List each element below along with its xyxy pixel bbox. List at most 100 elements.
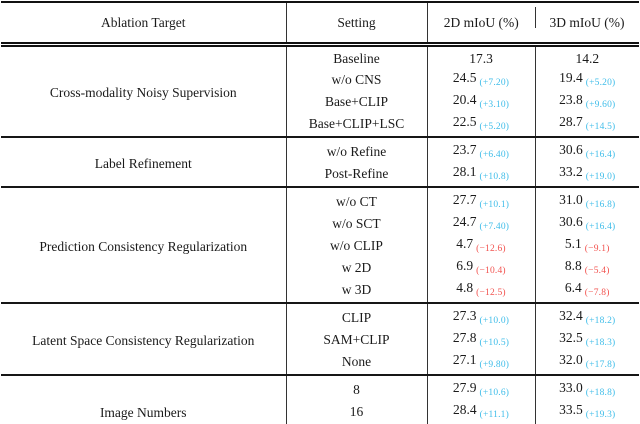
miou-2d-value: 24.7 [452, 214, 477, 229]
miou-2d-value: 28.4 [453, 402, 477, 417]
table-row: SAM+CLIP 27.8 (+10.5) 32.5 (+18.3) [1, 328, 639, 350]
miou-3d-cell: 32.5 (+18.3) [534, 328, 639, 350]
miou-3d-cell: 19.4 (+5.20) [534, 68, 639, 90]
table-row: Base+CLIP 20.4 (+3.10) 23.8 (+9.60) [1, 90, 639, 112]
miou-3d-cell: 14.2 [534, 44, 639, 68]
miou-3d-value: 5.1 [564, 236, 582, 251]
table-row: Prediction Consistency Regularization w/o… [1, 187, 639, 254]
miou-3d-cell: 30.6 (+16.4) [534, 137, 639, 162]
miou-2d-value: 23.7 [452, 142, 477, 157]
ablation-target-cell: Label Refinement [94, 155, 192, 171]
miou-3d-value: 23.8 [559, 92, 583, 107]
miou-2d-cell: 28.4 (+11.1) [426, 400, 535, 422]
miou-3d-cell: 5.1 (−9.1) [534, 234, 639, 256]
miou-3d-cell: 28.7 (+14.5) [534, 112, 639, 137]
miou-2d-delta: (+11.1) [479, 409, 509, 420]
miou-3d-delta: (+16.8) [585, 199, 616, 210]
miou-2d-cell: 4.8 (−12.5) [426, 278, 535, 303]
setting-cell: w/o CT [285, 187, 427, 212]
setting-cell: w 2D [285, 256, 427, 278]
miou-3d-cell: 31.0 (+16.8) [534, 187, 639, 212]
miou-2d-delta: (+7.20) [479, 77, 510, 88]
miou-3d-value: 32.0 [559, 352, 583, 367]
miou-3d-value: 33.0 [559, 380, 583, 395]
miou-2d-value: 27.7 [452, 192, 477, 207]
setting-cell: None [285, 350, 427, 375]
miou-2d-delta: (+10.5) [479, 337, 510, 348]
miou-3d-value: 28.7 [559, 114, 583, 129]
miou-2d-value: 4.8 [456, 280, 474, 295]
miou-3d-delta: (−5.4) [584, 265, 610, 276]
miou-3d-cell: 32.0 (+17.8) [534, 350, 639, 375]
miou-2d-cell: 22.5 (+5.20) [426, 112, 535, 137]
ablation-target-cell: Prediction Consistency Regularization [39, 238, 248, 254]
miou-2d-delta: (−10.4) [476, 265, 506, 276]
miou-3d-value: 31.0 [559, 192, 583, 207]
miou-2d-cell: 27.3 (+10.0) [426, 303, 535, 328]
table-row: 3228.3(+11.0)33.3(+19.1) [1, 422, 639, 424]
miou-3d-value: 19.4 [559, 70, 583, 85]
col-header-ablation-target: Ablation Target [101, 14, 186, 30]
miou-3d-delta: (−9.1) [584, 243, 610, 254]
miou-2d-delta: (−12.6) [476, 243, 506, 254]
miou-2d-delta: (−12.5) [476, 287, 506, 298]
setting-cell: Post-Refine [285, 162, 427, 187]
miou-2d-value: 6.9 [456, 258, 474, 273]
table-group: Cross-modality Noisy Supervision Baseline… [1, 44, 639, 137]
miou-3d-cell: 33.2 (+19.0) [534, 162, 639, 187]
miou-3d-value: 30.6 [559, 214, 583, 229]
miou-3d-cell: 33.0 (+18.8) [534, 375, 639, 400]
miou-3d-value: 6.4 [564, 280, 582, 295]
ablation-target-cell: Latent Space Consistency Regularization [32, 332, 255, 348]
miou-2d-delta: (+10.1) [479, 199, 510, 210]
miou-2d-delta: (+7.40) [479, 221, 510, 232]
miou-2d-cell: 23.7 (+6.40) [426, 137, 535, 162]
miou-2d-delta: (+6.40) [479, 149, 510, 160]
miou-2d-cell: 4.7 (−12.6) [426, 234, 535, 256]
table-row: Post-Refine 28.1 (+10.8) 33.2 (+19.0) [1, 162, 639, 187]
miou-2d-cell: 28.3(+11.0) [426, 422, 535, 424]
table-group: Latent Space Consistency Regularization C… [1, 303, 639, 375]
table-row: Image Numbers 8 27.9 (+10.6) 33.0 (+18.8) [1, 375, 639, 420]
col-header-3d-miou: 3D mIoU (%) [534, 2, 639, 45]
miou-3d-value: 14.2 [575, 51, 600, 66]
miou-2d-cell: 6.9 (−10.4) [426, 256, 535, 278]
table-row: Cross-modality Noisy Supervision Baseline… [1, 44, 639, 100]
col-header-setting: Setting [285, 2, 427, 45]
setting-cell: w/o Refine [285, 137, 427, 162]
miou-3d-delta: (+16.4) [585, 149, 616, 160]
setting-cell: Baseline [285, 44, 427, 68]
table-group: Image Numbers 8 27.9 (+10.6) 33.0 (+18.8) 16 28… [1, 375, 639, 424]
miou-3d-value: 32.4 [559, 308, 583, 323]
table-row: 16 28.4 (+11.1) 33.5 (+19.3) [1, 400, 639, 422]
miou-3d-delta: (+18.3) [585, 337, 616, 348]
miou-2d-cell: 20.4 (+3.10) [426, 90, 535, 112]
miou-3d-value: 8.8 [564, 258, 582, 273]
table-row: Label Refinement w/o Refine 23.7 (+6.40) 30.… [1, 137, 639, 171]
miou-2d-delta: (+3.10) [479, 99, 510, 110]
setting-cell: Base+CLIP+LSC [285, 112, 427, 137]
miou-3d-value: 30.6 [559, 142, 583, 157]
miou-3d-value: 32.5 [559, 330, 583, 345]
miou-3d-value: 33.2 [559, 164, 583, 179]
miou-2d-cell: 17.3 [426, 44, 535, 68]
table-row: w/o CNS 24.5 (+7.20) 19.4 (+5.20) [1, 68, 639, 90]
setting-cell: w/o SCT [285, 212, 427, 234]
miou-2d-delta: (+10.6) [479, 387, 510, 398]
miou-2d-cell: 27.7 (+10.1) [426, 187, 535, 212]
miou-2d-cell: 27.9 (+10.6) [426, 375, 535, 400]
miou-2d-value: 27.8 [452, 330, 477, 345]
miou-2d-cell: 28.1 (+10.8) [426, 162, 535, 187]
miou-2d-value: 22.5 [452, 114, 477, 129]
miou-3d-delta: (+5.20) [585, 77, 616, 88]
setting-cell: CLIP [285, 303, 427, 328]
setting-cell: 8 [285, 375, 427, 400]
setting-cell: w 3D [285, 278, 427, 303]
col-header-2d-miou: 2D mIoU (%) [426, 2, 535, 45]
miou-3d-cell: 8.8 (−5.4) [534, 256, 639, 278]
table-row: Latent Space Consistency Regularization C… [1, 303, 639, 348]
miou-3d-delta: (+18.8) [585, 387, 616, 398]
table-row: w 2D 6.9 (−10.4) 8.8 (−5.4) [1, 256, 639, 278]
ablation-target-cell: Image Numbers [99, 404, 187, 420]
